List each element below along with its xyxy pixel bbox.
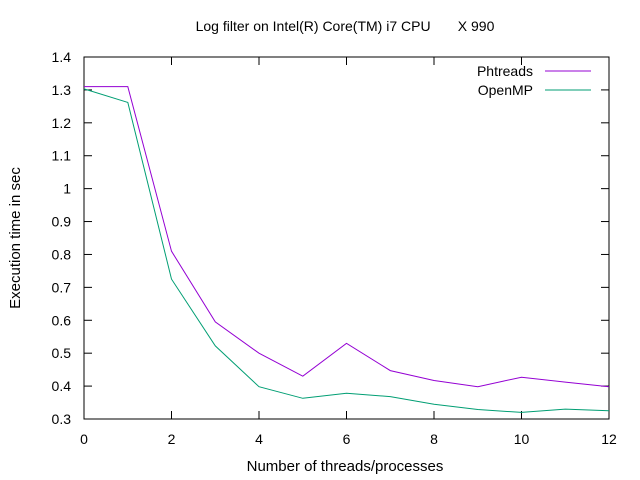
y-axis: 0.3 0.4 0.5 0.6 0.7 0.8 0.9 1 1.1 1.2 1.3 1.4 xyxy=(52,49,609,427)
x-tick-label: 0 xyxy=(80,431,88,447)
x-axis-label: Number of threads/processes xyxy=(247,458,444,475)
y-tick-label: 1.1 xyxy=(52,148,72,164)
y-axis-label: Execution time in sec xyxy=(7,167,24,309)
x-tick-label: 10 xyxy=(514,431,530,447)
y-tick-label: 0.6 xyxy=(52,312,72,328)
y-tick-label: 1 xyxy=(63,181,71,197)
y-tick-label: 0.8 xyxy=(52,246,72,262)
legend-label: OpenMP xyxy=(478,82,533,98)
series-line-openmp xyxy=(83,88,610,413)
y-tick-label: 0.5 xyxy=(52,345,72,361)
y-tick-label: 1.4 xyxy=(52,49,72,65)
series-line-phtreads xyxy=(84,86,610,388)
x-tick-label: 2 xyxy=(168,431,176,447)
y-tick-label: 1.2 xyxy=(52,115,72,131)
y-tick-label: 0.4 xyxy=(52,378,72,394)
y-tick-label: 0.9 xyxy=(52,214,72,230)
x-axis: 0 2 4 6 8 10 12 xyxy=(80,57,617,447)
x-tick-label: 12 xyxy=(601,431,617,447)
y-tick-label: 1.3 xyxy=(52,82,72,98)
legend-label: Phtreads xyxy=(477,63,533,79)
series-layer xyxy=(83,86,610,413)
x-tick-label: 4 xyxy=(255,431,263,447)
chart-title: Log filter on Intel(R) Core(TM) i7 CPU X… xyxy=(196,18,495,34)
y-tick-label: 0.7 xyxy=(52,279,72,295)
y-tick-label: 0.3 xyxy=(52,411,72,427)
plot-frame xyxy=(83,56,610,420)
x-tick-label: 6 xyxy=(343,431,351,447)
legend: Phtreads OpenMP xyxy=(477,63,591,98)
x-tick-label: 8 xyxy=(430,431,438,447)
